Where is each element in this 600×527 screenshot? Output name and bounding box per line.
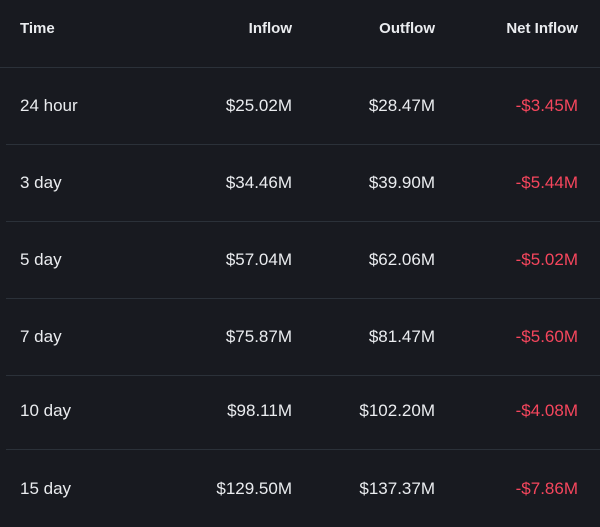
- table-header: Time Inflow Outflow Net Inflow: [0, 0, 600, 68]
- row-outflow: $102.20M: [359, 401, 435, 420]
- row-outflow: $39.90M: [368, 173, 435, 192]
- table-row: 24 hour $25.02M $28.47M -$3.45M: [6, 68, 600, 145]
- row-outflow: $62.06M: [368, 250, 435, 269]
- row-time: 24 hour: [20, 96, 78, 115]
- row-inflow: $57.04M: [225, 250, 292, 269]
- row-net-inflow: -$7.86M: [515, 478, 578, 498]
- column-header-outflow[interactable]: Outflow: [379, 19, 435, 37]
- column-header-inflow[interactable]: Inflow: [248, 19, 292, 37]
- row-time: 3 day: [20, 173, 62, 192]
- row-time: 15 day: [20, 478, 72, 498]
- column-header-time[interactable]: Time: [20, 19, 55, 37]
- row-time: 5 day: [20, 250, 62, 269]
- row-outflow: $137.37M: [359, 478, 435, 498]
- row-inflow: $98.11M: [227, 401, 292, 420]
- row-outflow: $28.47M: [368, 96, 435, 115]
- column-header-net-inflow[interactable]: Net Inflow: [506, 19, 578, 37]
- table-row: 5 day $57.04M $62.06M -$5.02M: [6, 222, 600, 299]
- row-outflow: $81.47M: [368, 327, 435, 346]
- row-inflow: $129.50M: [216, 478, 292, 498]
- row-net-inflow: -$5.02M: [515, 250, 578, 269]
- row-time: 10 day: [20, 401, 72, 420]
- row-inflow: $75.87M: [225, 327, 292, 346]
- row-inflow: $34.46M: [225, 173, 292, 192]
- row-time: 7 day: [20, 327, 62, 346]
- table-row: 15 day $129.50M $137.37M -$7.86M: [6, 450, 600, 527]
- table-row: 3 day $34.46M $39.90M -$5.44M: [6, 145, 600, 222]
- table-row: 7 day $75.87M $81.47M -$5.60M: [6, 299, 600, 376]
- row-net-inflow: -$4.08M: [515, 401, 578, 420]
- row-net-inflow: -$5.44M: [515, 173, 578, 192]
- row-inflow: $25.02M: [225, 96, 292, 115]
- row-net-inflow: -$5.60M: [515, 327, 578, 346]
- table-row: 10 day $98.11M $102.20M -$4.08M: [6, 373, 600, 450]
- row-net-inflow: -$3.45M: [515, 96, 578, 115]
